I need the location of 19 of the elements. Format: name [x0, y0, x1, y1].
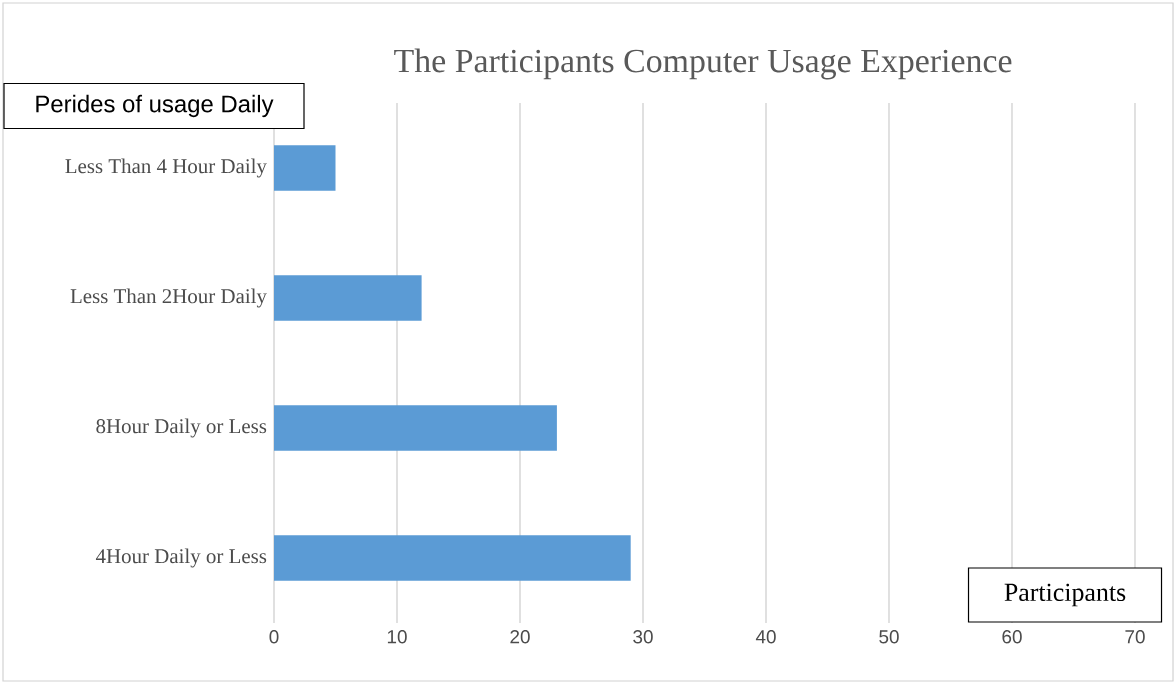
- x-tick-label: 10: [387, 630, 407, 644]
- y-axis-title: Perides of usage Daily: [36, 94, 274, 118]
- y-tick-label: 8Hour Daily or Less: [96, 418, 267, 438]
- y-tick-label: 4Hour Daily or Less: [95, 548, 267, 568]
- x-axis-title: Participants: [1004, 583, 1126, 607]
- y-tick-label: Less Than 2Hour Daily: [70, 288, 267, 308]
- x-tick-label: 0: [269, 630, 279, 644]
- bar: [274, 145, 336, 191]
- x-tick-label: 20: [510, 630, 530, 644]
- x-tick-label: 60: [1002, 630, 1022, 644]
- y-tick-label: Less Than 4 Hour Daily: [65, 158, 267, 178]
- x-tick-label: 70: [1125, 630, 1145, 644]
- x-tick-label: 30: [633, 630, 653, 644]
- bar: [274, 405, 557, 451]
- bar: [274, 275, 422, 321]
- chart-title: The Participants Computer Usage Experience: [394, 48, 1012, 80]
- x-tick-label: 40: [755, 630, 776, 644]
- bar: [274, 535, 631, 581]
- x-tick-label: 50: [879, 630, 899, 644]
